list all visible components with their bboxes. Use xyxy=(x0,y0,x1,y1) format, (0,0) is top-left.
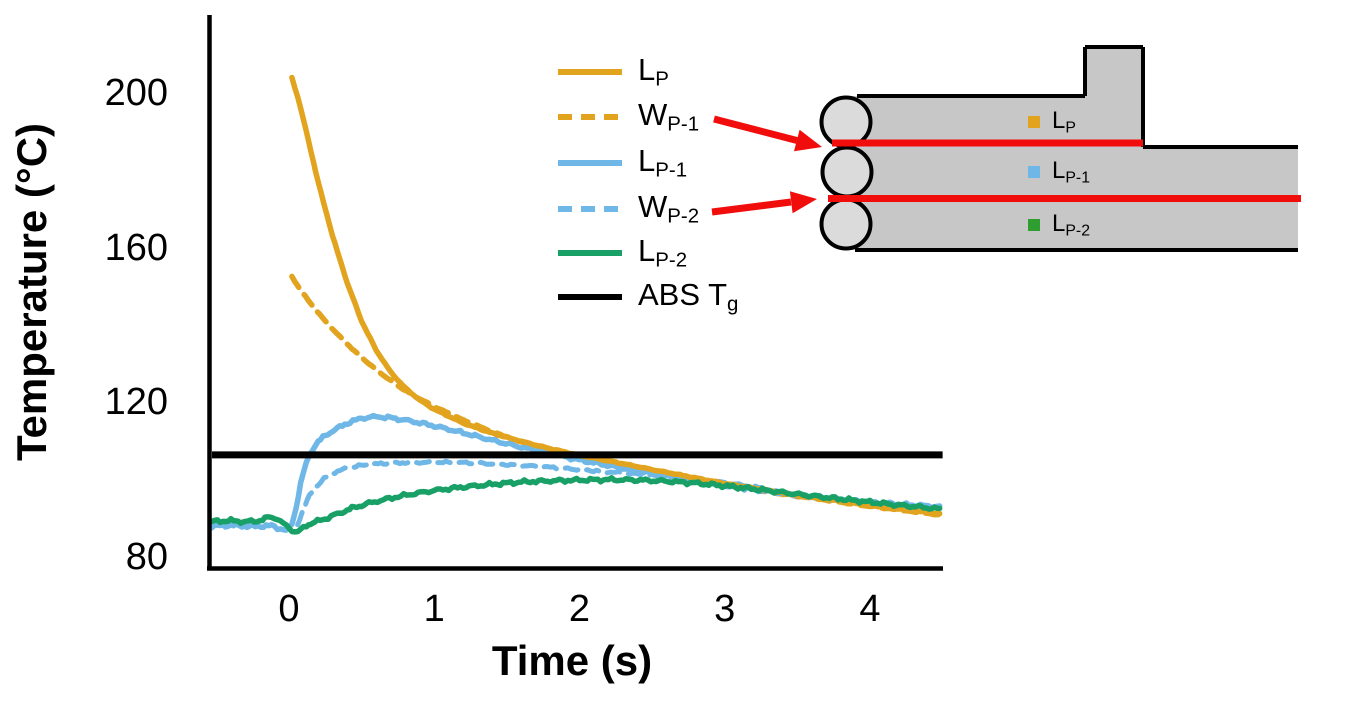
x-axis-title: Time (s) xyxy=(491,637,653,684)
legend-item-lp2: LP-2 xyxy=(556,230,687,276)
legend-label-sub: P xyxy=(655,67,669,91)
legend-label-main: L xyxy=(638,52,656,88)
inset-swatch-lp1 xyxy=(1028,166,1040,178)
x-tick-label-2: 2 xyxy=(568,588,591,630)
legend-label-wp1: WP-1 xyxy=(638,97,699,137)
y-tick-label-160: 160 xyxy=(104,226,168,269)
x-tick-label-4: 4 xyxy=(859,588,881,630)
inset-bead-cross-section-1 xyxy=(819,95,873,149)
legend-item-lp1: LP-1 xyxy=(556,140,687,186)
legend-label-main: L xyxy=(638,143,656,179)
y-tick-label-200: 200 xyxy=(104,71,168,114)
inset-label-main: L xyxy=(1052,156,1066,184)
x-tick-label-3: 3 xyxy=(714,588,736,630)
legend-key-wp1-dashed xyxy=(558,114,622,120)
inset-bead-stack-diagram xyxy=(819,45,1301,252)
curve-lp1 xyxy=(209,412,943,533)
curve-lp2 xyxy=(209,475,943,535)
legend-item-wp2: WP-2 xyxy=(556,186,699,232)
inset-label-main: L xyxy=(1052,106,1066,134)
legend-label-main: W xyxy=(638,189,668,225)
inset-bead-cross-section-2 xyxy=(820,145,874,199)
legend-label-sub: P-2 xyxy=(667,204,700,228)
inset-layer-p xyxy=(846,96,1143,146)
legend-label-lp1: LP-1 xyxy=(638,143,687,183)
inset-label-lp: LP xyxy=(1052,107,1076,137)
arrow-wp2-to-interface-2 xyxy=(711,191,817,216)
legend-key-lp-solid xyxy=(558,69,622,75)
y-tick-label-120: 120 xyxy=(104,381,168,424)
legend-key-wp2-dashed xyxy=(558,206,622,212)
x-tick-label-0: 0 xyxy=(278,588,300,630)
legend-label-main: W xyxy=(638,97,668,133)
legend-label-wp2: WP-2 xyxy=(638,189,699,229)
legend-label-sub: P-1 xyxy=(667,112,700,136)
legend-key-lp2-solid xyxy=(558,250,622,256)
inset-legend-item-lp1: LP-1 xyxy=(1028,157,1090,187)
arrow-wp1-to-interface-1 xyxy=(713,115,822,152)
inset-label-main: L xyxy=(1052,209,1066,237)
legend-label-lp: LP xyxy=(638,52,669,92)
inset-label-sub: P-2 xyxy=(1065,222,1090,240)
legend-item-wp1: WP-1 xyxy=(556,94,699,140)
inset-label-lp1: LP-1 xyxy=(1052,157,1090,187)
legend-key-lp1-solid xyxy=(558,160,622,166)
data-curves xyxy=(209,74,943,535)
legend-item-tg: ABS Tg xyxy=(556,274,738,320)
legend-label-main: ABS T xyxy=(638,277,728,313)
legend-key-tg-solid xyxy=(558,294,622,300)
y-axis-title: Temperature (°C) xyxy=(8,122,55,462)
inset-layer-p2 xyxy=(846,198,1298,250)
inset-label-lp2: LP-2 xyxy=(1052,210,1090,240)
legend-label-sub: P-2 xyxy=(655,248,688,272)
legend-label-main: L xyxy=(638,233,656,269)
inset-swatch-lp xyxy=(1028,116,1040,128)
legend-label-lp2: LP-2 xyxy=(638,233,687,273)
inset-layer-p1 xyxy=(846,146,1298,198)
x-tick-label-1: 1 xyxy=(423,588,445,630)
inset-swatch-lp2 xyxy=(1028,219,1040,231)
legend-item-lp: LP xyxy=(556,49,669,95)
legend-label-sub: P-1 xyxy=(655,158,688,182)
y-tick-label-80: 80 xyxy=(125,536,168,578)
curve-wp2 xyxy=(295,458,943,528)
inset-bead-cross-section-3 xyxy=(819,197,873,251)
inset-legend-item-lp: LP xyxy=(1028,107,1076,137)
inset-legend-item-lp2: LP-2 xyxy=(1028,210,1090,240)
inset-label-sub: P-1 xyxy=(1065,169,1090,187)
inset-nozzle-column xyxy=(1085,47,1143,100)
inset-label-sub: P xyxy=(1065,119,1076,137)
legend-label-sub: g xyxy=(727,292,739,316)
legend-label-tg: ABS Tg xyxy=(638,277,738,317)
